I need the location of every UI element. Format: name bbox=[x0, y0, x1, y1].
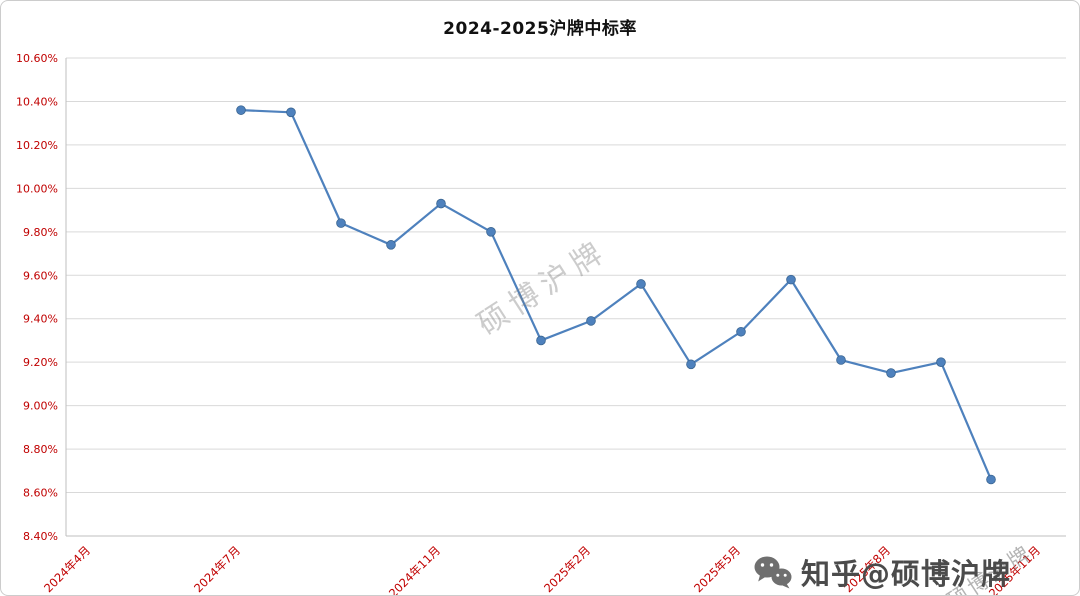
x-tick-label: 2024年7月 bbox=[191, 543, 243, 595]
data-point bbox=[286, 107, 296, 118]
y-tick-label: 10.40% bbox=[16, 95, 58, 108]
data-point bbox=[686, 359, 696, 370]
data-point bbox=[436, 198, 446, 209]
x-tick-label: 2024年4月 bbox=[41, 543, 93, 595]
y-tick-label: 9.80% bbox=[23, 226, 58, 239]
data-point bbox=[836, 355, 846, 365]
data-point bbox=[786, 274, 796, 285]
x-tick-label: 2025年5月 bbox=[691, 543, 743, 595]
data-point bbox=[236, 105, 246, 115]
y-tick-label: 8.60% bbox=[23, 487, 58, 500]
y-tick-label: 9.20% bbox=[23, 356, 58, 369]
y-tick-label: 8.80% bbox=[23, 443, 58, 456]
y-tick-label: 10.60% bbox=[16, 52, 58, 65]
y-tick-label: 9.60% bbox=[23, 269, 58, 282]
data-point bbox=[486, 227, 496, 237]
data-point bbox=[736, 326, 746, 337]
y-tick-label: 9.40% bbox=[23, 313, 58, 326]
y-tick-label: 8.40% bbox=[23, 530, 58, 543]
x-tick-label: 2025年8月 bbox=[841, 543, 893, 595]
data-point bbox=[886, 368, 896, 378]
data-point bbox=[336, 218, 346, 228]
series-line bbox=[239, 109, 993, 481]
y-tick-label: 10.20% bbox=[16, 139, 58, 152]
x-tick-label: 2025年2月 bbox=[541, 543, 593, 595]
data-point bbox=[636, 279, 646, 289]
y-tick-label: 9.00% bbox=[23, 400, 58, 413]
y-tick-label: 10.00% bbox=[16, 182, 58, 195]
data-point bbox=[586, 316, 596, 326]
data-point bbox=[986, 474, 996, 485]
data-point bbox=[386, 240, 396, 250]
data-point bbox=[936, 357, 946, 367]
x-tick-label: 2024年11月 bbox=[386, 543, 443, 596]
data-point bbox=[536, 335, 546, 346]
chart-title: 2024-2025沪牌中标率 bbox=[443, 19, 637, 39]
x-tick-label: 2025年11月 bbox=[986, 543, 1043, 596]
